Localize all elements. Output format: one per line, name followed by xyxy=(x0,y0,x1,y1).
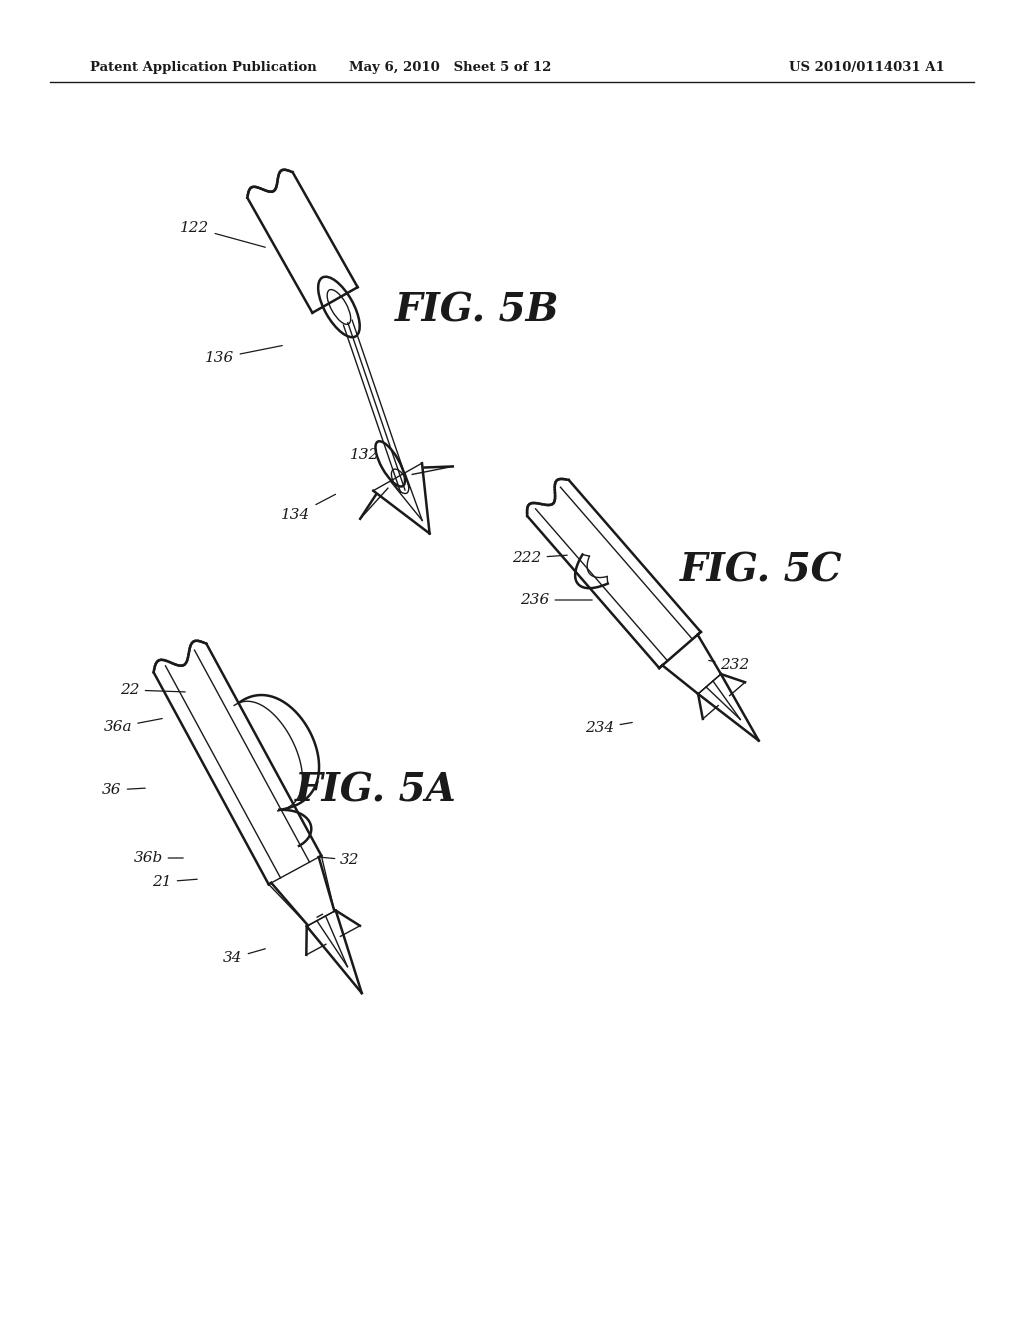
Text: 36: 36 xyxy=(102,783,145,797)
Text: 222: 222 xyxy=(512,550,567,565)
Text: FIG. 5C: FIG. 5C xyxy=(680,550,843,589)
Text: FIG. 5B: FIG. 5B xyxy=(395,290,559,329)
Text: 36a: 36a xyxy=(103,718,162,734)
Text: 136: 136 xyxy=(206,346,283,366)
Text: 22: 22 xyxy=(120,682,185,697)
Text: 36b: 36b xyxy=(133,851,183,865)
Text: 32: 32 xyxy=(321,853,359,867)
Text: 132: 132 xyxy=(350,447,380,462)
Text: 134: 134 xyxy=(282,494,336,521)
Text: US 2010/0114031 A1: US 2010/0114031 A1 xyxy=(790,62,945,74)
Text: 234: 234 xyxy=(586,721,632,735)
Text: 21: 21 xyxy=(153,875,198,888)
Text: 122: 122 xyxy=(180,220,265,247)
Text: 232: 232 xyxy=(709,657,750,672)
Text: May 6, 2010   Sheet 5 of 12: May 6, 2010 Sheet 5 of 12 xyxy=(349,62,551,74)
Text: 236: 236 xyxy=(520,593,592,607)
Text: Patent Application Publication: Patent Application Publication xyxy=(90,62,316,74)
Text: FIG. 5A: FIG. 5A xyxy=(295,771,457,809)
Text: 34: 34 xyxy=(223,949,265,965)
